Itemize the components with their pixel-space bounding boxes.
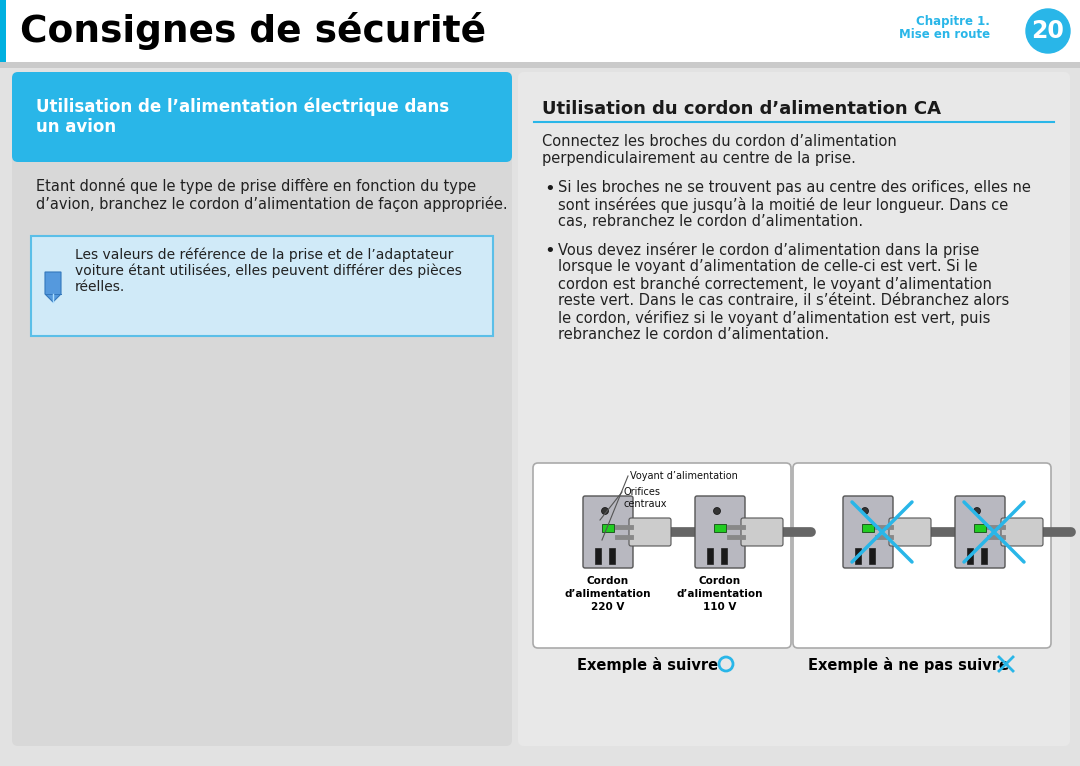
- Text: cordon est branché correctement, le voyant d’alimentation: cordon est branché correctement, le voya…: [558, 276, 991, 292]
- Text: Mise en route: Mise en route: [899, 28, 990, 41]
- Text: Exemple à ne pas suivre: Exemple à ne pas suivre: [808, 657, 1009, 673]
- Text: 20: 20: [1031, 19, 1065, 43]
- Text: d’alimentation: d’alimentation: [565, 589, 651, 599]
- Text: Les valeurs de référence de la prise et de l’adaptateur: Les valeurs de référence de la prise et …: [75, 248, 454, 263]
- FancyBboxPatch shape: [843, 496, 893, 568]
- FancyBboxPatch shape: [609, 548, 615, 564]
- Text: Utilisation du cordon d’alimentation CA: Utilisation du cordon d’alimentation CA: [542, 100, 941, 118]
- Text: Orifices: Orifices: [624, 487, 661, 497]
- FancyBboxPatch shape: [721, 548, 727, 564]
- FancyBboxPatch shape: [0, 0, 6, 62]
- FancyBboxPatch shape: [707, 548, 713, 564]
- FancyBboxPatch shape: [741, 518, 783, 546]
- FancyBboxPatch shape: [602, 524, 615, 532]
- Text: le cordon, vérifiez si le voyant d’alimentation est vert, puis: le cordon, vérifiez si le voyant d’alime…: [558, 310, 990, 326]
- Text: un avion: un avion: [36, 118, 117, 136]
- FancyBboxPatch shape: [534, 463, 791, 648]
- Text: d’alimentation: d’alimentation: [677, 589, 764, 599]
- FancyBboxPatch shape: [31, 236, 492, 336]
- FancyBboxPatch shape: [0, 62, 1080, 68]
- Circle shape: [973, 508, 981, 515]
- Circle shape: [602, 508, 608, 515]
- Text: réelles.: réelles.: [75, 280, 125, 294]
- Text: •: •: [544, 180, 555, 198]
- Text: cas, rebranchez le cordon d’alimentation.: cas, rebranchez le cordon d’alimentation…: [558, 214, 863, 229]
- Text: centraux: centraux: [624, 499, 667, 509]
- FancyBboxPatch shape: [793, 463, 1051, 648]
- Text: Utilisation de l’alimentation électrique dans: Utilisation de l’alimentation électrique…: [36, 98, 449, 116]
- Text: voiture étant utilisées, elles peuvent différer des pièces: voiture étant utilisées, elles peuvent d…: [75, 264, 462, 279]
- FancyBboxPatch shape: [0, 0, 1080, 62]
- FancyBboxPatch shape: [869, 548, 875, 564]
- Text: 110 V: 110 V: [703, 602, 737, 612]
- FancyBboxPatch shape: [629, 518, 671, 546]
- Text: perpendiculairement au centre de la prise.: perpendiculairement au centre de la pris…: [542, 151, 855, 166]
- Text: d’avion, branchez le cordon d’alimentation de façon appropriée.: d’avion, branchez le cordon d’alimentati…: [36, 196, 508, 212]
- Circle shape: [714, 508, 720, 515]
- FancyBboxPatch shape: [583, 496, 633, 568]
- Text: Cordon: Cordon: [699, 576, 741, 586]
- FancyBboxPatch shape: [889, 518, 931, 546]
- Text: Si les broches ne se trouvent pas au centre des orifices, elles ne: Si les broches ne se trouvent pas au cen…: [558, 180, 1031, 195]
- FancyBboxPatch shape: [967, 548, 973, 564]
- FancyBboxPatch shape: [855, 548, 861, 564]
- Text: Connectez les broches du cordon d’alimentation: Connectez les broches du cordon d’alimen…: [542, 134, 896, 149]
- Text: sont insérées que jusqu’à la moitié de leur longueur. Dans ce: sont insérées que jusqu’à la moitié de l…: [558, 197, 1009, 213]
- Polygon shape: [45, 272, 60, 302]
- FancyBboxPatch shape: [12, 72, 512, 746]
- Circle shape: [1026, 9, 1070, 53]
- FancyBboxPatch shape: [595, 548, 600, 564]
- FancyBboxPatch shape: [12, 72, 512, 162]
- Text: Etant donné que le type de prise diffère en fonction du type: Etant donné que le type de prise diffère…: [36, 178, 476, 194]
- Text: •: •: [544, 242, 555, 260]
- FancyBboxPatch shape: [862, 524, 874, 532]
- FancyBboxPatch shape: [518, 72, 1070, 746]
- Text: Cordon: Cordon: [586, 576, 629, 586]
- FancyBboxPatch shape: [1001, 518, 1043, 546]
- Text: Consignes de sécurité: Consignes de sécurité: [21, 12, 486, 50]
- Text: Exemple à suivre: Exemple à suivre: [578, 657, 718, 673]
- Text: Chapitre 1.: Chapitre 1.: [916, 15, 990, 28]
- FancyBboxPatch shape: [974, 524, 986, 532]
- FancyBboxPatch shape: [981, 548, 987, 564]
- Text: 220 V: 220 V: [592, 602, 624, 612]
- FancyBboxPatch shape: [714, 524, 726, 532]
- Text: Vous devez insérer le cordon d’alimentation dans la prise: Vous devez insérer le cordon d’alimentat…: [558, 242, 980, 258]
- Text: reste vert. Dans le cas contraire, il s’éteint. Débranchez alors: reste vert. Dans le cas contraire, il s’…: [558, 293, 1009, 308]
- FancyBboxPatch shape: [696, 496, 745, 568]
- FancyBboxPatch shape: [955, 496, 1005, 568]
- Text: lorsque le voyant d’alimentation de celle-ci est vert. Si le: lorsque le voyant d’alimentation de cell…: [558, 259, 977, 274]
- Text: Voyant d’alimentation: Voyant d’alimentation: [630, 471, 738, 481]
- Text: rebranchez le cordon d’alimentation.: rebranchez le cordon d’alimentation.: [558, 327, 829, 342]
- Circle shape: [862, 508, 868, 515]
